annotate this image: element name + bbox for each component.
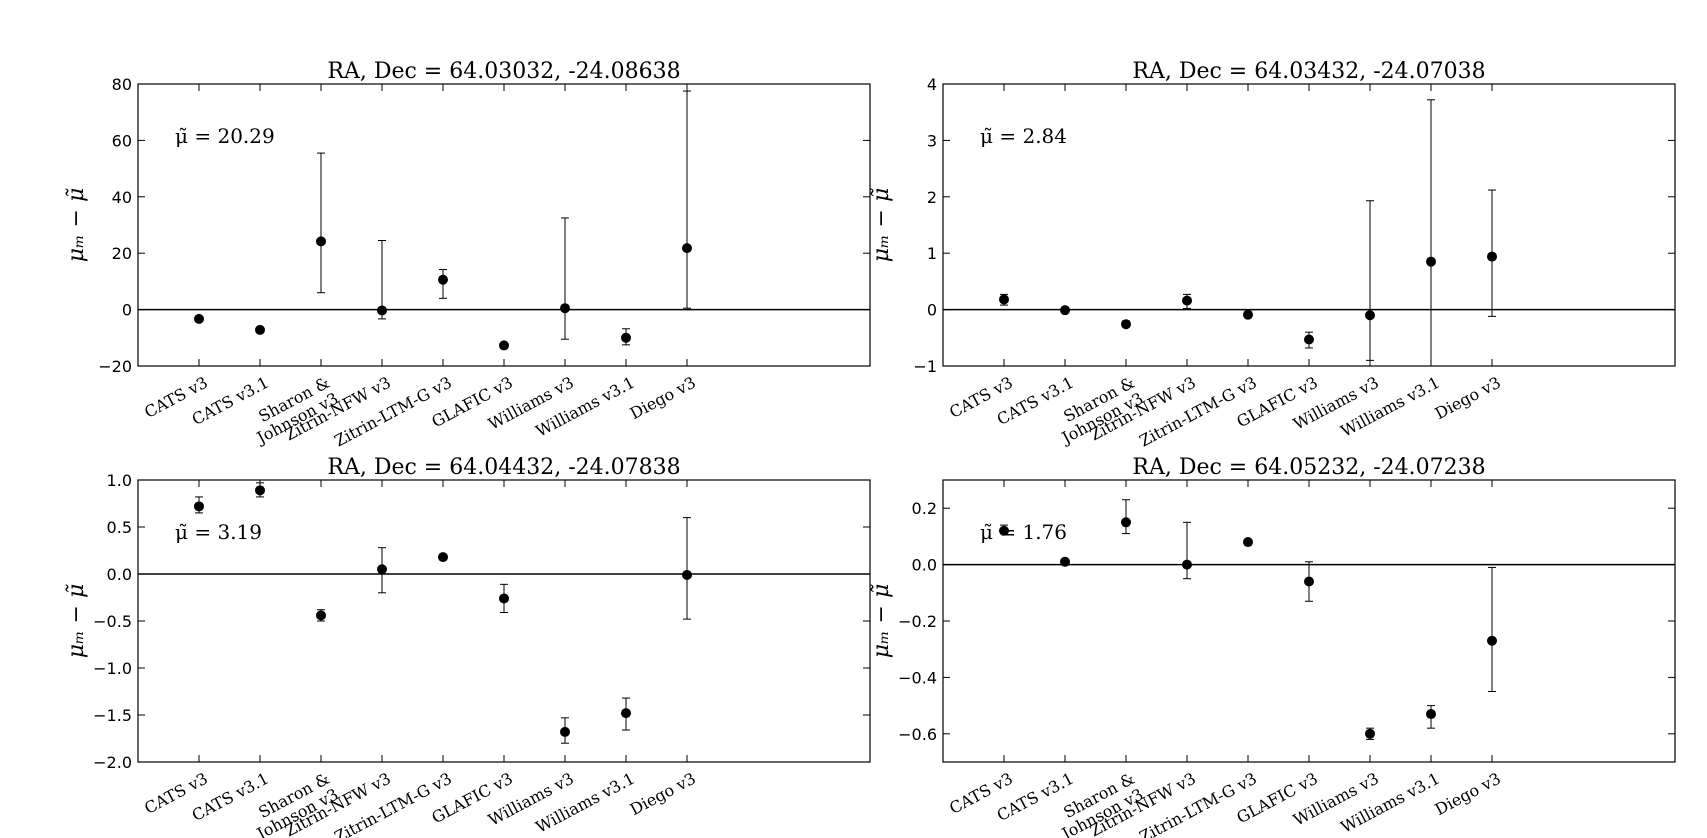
x-tick-label: Diego v3 xyxy=(1432,769,1504,819)
data-point xyxy=(316,236,326,247)
panel-title: RA, Dec = 64.03032, -24.08638 xyxy=(327,59,680,84)
data-point xyxy=(377,564,387,575)
y-tick-label: 0 xyxy=(927,301,937,320)
y-tick-label: 20 xyxy=(112,244,132,263)
data-point xyxy=(682,243,692,254)
data-point xyxy=(1426,709,1436,720)
y-axis-label: μₘ − μ̃ xyxy=(869,584,894,659)
y-tick-label: −1.5 xyxy=(93,706,132,725)
data-point xyxy=(999,294,1009,305)
y-axis-label: μₘ − μ̃ xyxy=(64,584,89,659)
data-point xyxy=(999,525,1009,536)
y-tick-label: 3 xyxy=(927,131,937,150)
data-point xyxy=(316,610,326,621)
y-tick-label: −2.0 xyxy=(93,753,132,772)
data-point xyxy=(621,708,631,719)
data-point xyxy=(255,324,265,335)
data-point xyxy=(1060,556,1070,567)
data-point xyxy=(682,569,692,580)
data-point xyxy=(560,303,570,314)
data-point xyxy=(1243,537,1253,548)
data-point xyxy=(1304,334,1314,345)
panel-title: RA, Dec = 64.04432, -24.07838 xyxy=(327,455,680,480)
y-tick-label: 4 xyxy=(927,75,937,94)
data-point xyxy=(1060,305,1070,316)
data-point xyxy=(1426,256,1436,267)
y-tick-label: 40 xyxy=(112,188,132,207)
y-tick-label: 1.0 xyxy=(107,471,132,490)
y-tick-label: 0.5 xyxy=(107,518,132,537)
y-tick-label: 0 xyxy=(122,301,132,320)
y-tick-label: −0.4 xyxy=(898,668,937,687)
data-point xyxy=(1365,310,1375,321)
y-tick-label: 0.0 xyxy=(107,565,132,584)
data-point xyxy=(255,485,265,496)
data-point xyxy=(1182,559,1192,570)
data-point xyxy=(499,593,509,604)
data-point xyxy=(621,332,631,343)
data-point xyxy=(560,726,570,737)
panel-title: RA, Dec = 64.05232, -24.07238 xyxy=(1132,455,1485,480)
data-point xyxy=(1121,319,1131,330)
y-tick-label: −20 xyxy=(98,357,132,376)
data-point xyxy=(438,552,448,563)
median-annotation: μ̃ = 2.84 xyxy=(980,124,1067,148)
y-tick-label: 60 xyxy=(112,131,132,150)
y-tick-label: −1 xyxy=(913,357,937,376)
y-tick-label: 1 xyxy=(927,244,937,263)
data-point xyxy=(1243,309,1253,320)
y-axis-label: μₘ − μ̃ xyxy=(64,188,89,263)
data-point xyxy=(194,501,204,512)
y-axis-label: μₘ − μ̃ xyxy=(869,188,894,263)
y-tick-label: −0.5 xyxy=(93,612,132,631)
y-tick-label: −0.2 xyxy=(898,612,937,631)
y-tick-label: 0.2 xyxy=(912,499,937,518)
data-point xyxy=(194,313,204,324)
data-point xyxy=(377,305,387,316)
y-tick-label: 0.0 xyxy=(912,556,937,575)
median-annotation: μ̃ = 20.29 xyxy=(175,124,275,148)
y-tick-label: 80 xyxy=(112,75,132,94)
x-tick-label: Diego v3 xyxy=(627,373,699,423)
data-point xyxy=(1365,728,1375,739)
x-tick-label: Diego v3 xyxy=(627,769,699,819)
median-annotation: μ̃ = 3.19 xyxy=(175,520,262,544)
panel-title: RA, Dec = 64.03432, -24.07038 xyxy=(1132,59,1485,84)
y-tick-label: −1.0 xyxy=(93,659,132,678)
data-point xyxy=(1121,517,1131,528)
median-annotation: μ̃ = 1.76 xyxy=(980,520,1067,544)
x-tick-label: Diego v3 xyxy=(1432,373,1504,423)
y-tick-label: 2 xyxy=(927,188,937,207)
data-point xyxy=(1487,251,1497,262)
data-point xyxy=(1487,635,1497,646)
data-point xyxy=(438,274,448,285)
y-tick-label: −0.6 xyxy=(898,725,937,744)
data-point xyxy=(1304,576,1314,587)
data-point xyxy=(499,340,509,351)
data-point xyxy=(1182,295,1192,306)
